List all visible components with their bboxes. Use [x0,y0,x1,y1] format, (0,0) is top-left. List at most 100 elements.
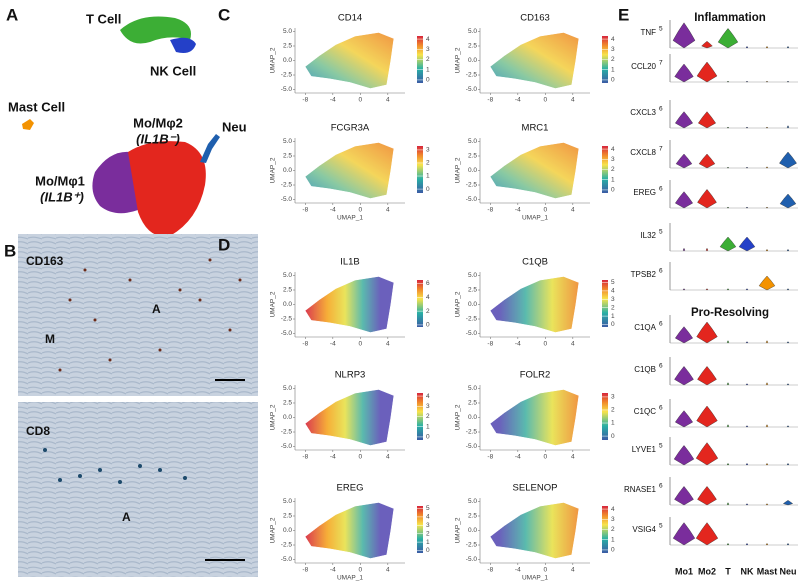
violin [786,463,790,466]
color-bar-label: 4 [426,393,430,400]
color-bar-label: 3 [426,403,430,410]
violin [779,193,797,209]
y-axis-label: UMAP_2 [270,47,277,73]
violin [726,502,730,506]
violin [786,341,790,344]
cluster-label: (IL1B⁺) [40,189,84,204]
umap-cloud [304,142,395,199]
stain-label: CD163 [26,254,64,268]
violin [745,425,749,428]
color-bar-label: 2 [426,308,430,315]
violin [786,125,790,129]
y-tick-label: 2.5 [283,153,292,160]
plot-title: IL1B [340,257,360,268]
violin [765,543,769,546]
x-tick-label: -4 [515,567,521,574]
stain-dots [58,258,242,372]
color-bar-label: 0 [426,322,430,329]
color-bar [417,506,423,553]
color-bar-label: 3 [611,156,615,163]
violin [779,151,797,169]
y-tick-label: 2.5 [283,400,292,407]
violin [674,326,694,344]
violin [786,543,790,546]
y-tick-label: -5.0 [281,196,293,203]
color-bar-label: 4 [426,294,430,301]
color-bar-label: 4 [611,288,615,295]
y-tick-label: -5.0 [281,330,293,337]
gene-label: LYVE1 [632,445,657,454]
category-label: Mo2 [698,566,716,576]
x-tick-label: 4 [571,454,575,461]
gene-label: IL32 [640,231,656,240]
violin [765,424,769,428]
stain-label: CD8 [26,424,50,438]
color-bar-label: 6 [426,280,430,287]
violin [726,166,730,169]
section-title: Pro-Resolving [691,307,769,319]
section-title: Inflammation [694,12,766,24]
color-bar-label: 1 [611,176,615,183]
color-bar-label: 1 [426,539,430,546]
violin [765,249,769,252]
violin [726,126,730,129]
violin [745,288,749,291]
violin [695,522,719,546]
plot-title: CD14 [338,13,362,24]
color-bar-label: 1 [611,420,615,427]
color-bar-label: 0 [426,434,430,441]
histology-image [18,234,258,396]
violin [674,191,694,209]
violin [745,503,749,506]
color-bar-label: 0 [611,77,615,84]
color-bar [417,280,423,327]
x-tick-label: 4 [386,567,390,574]
x-tick-label: -8 [302,97,308,104]
color-bar-label: 0 [426,186,430,193]
color-bar-label: 2 [426,530,430,537]
umap-cloud [489,389,580,446]
cluster-label: Mo/Mφ2 [133,115,183,130]
y-tick-label: 5.0 [468,138,477,145]
y-tick-label: 0.0 [283,167,292,174]
color-bar-label: 2 [611,56,615,63]
y-tick-label: 5.0 [468,385,477,392]
cluster-label: Mast Cell [8,99,65,114]
umap-cloud [304,276,395,333]
y-tick-label: 5.0 [468,28,477,35]
color-bar-label: 1 [611,313,615,320]
y-tick-label: 0.0 [468,57,477,64]
plot-title: MRC1 [522,123,549,134]
x-tick-label: -4 [330,567,336,574]
color-bar-label: 0 [611,547,615,554]
panel-label: C [218,5,230,24]
x-tick-label: -4 [515,97,521,104]
plot-title: SELENOP [513,483,558,494]
axis-max-label: 6 [659,106,663,113]
color-bar [417,146,423,193]
violin [765,46,769,49]
umap-cloud [489,502,580,559]
y-tick-label: -5.0 [466,330,478,337]
umap-cloud [304,389,395,446]
color-bar-label: 2 [611,166,615,173]
cluster-label: Neu [222,119,247,134]
cluster-mo2 [128,141,206,237]
gene-label: VSIG4 [632,525,656,534]
violin [786,425,790,428]
x-tick-label: 0 [359,341,363,348]
violin [745,383,749,386]
y-tick-label: -2.5 [466,316,478,323]
axis-max-label: 5 [659,26,663,33]
region-label: M [45,332,55,346]
violin [782,500,794,506]
color-bar-label: 4 [611,146,615,153]
plot-title: C1QB [522,257,548,268]
y-tick-label: 0.0 [283,301,292,308]
panel-label: B [4,241,16,260]
axis-max-label: 7 [659,146,663,153]
y-tick-label: 2.5 [468,153,477,160]
violin [765,503,769,506]
y-tick-label: -5.0 [466,86,478,93]
violin [674,366,694,386]
